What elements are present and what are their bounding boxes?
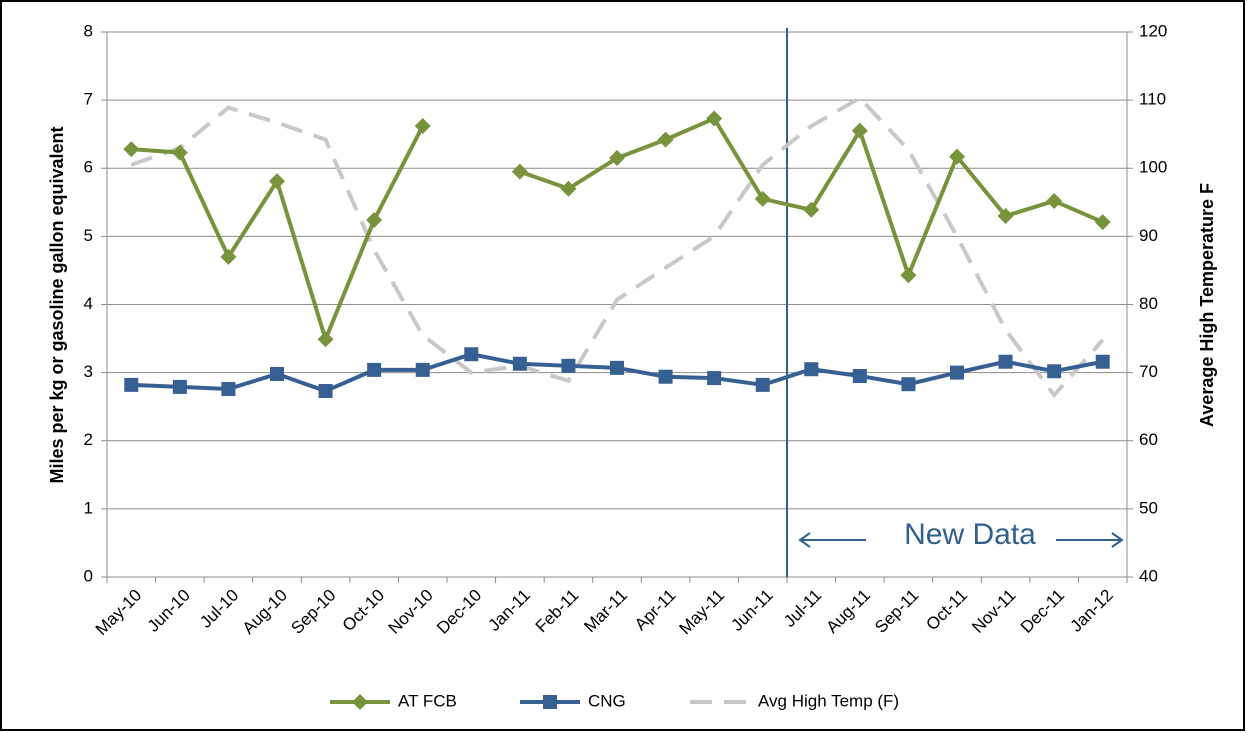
legend-label: CNG bbox=[588, 691, 626, 710]
data-point bbox=[658, 369, 673, 384]
y-tick-label: 1 bbox=[84, 498, 93, 517]
data-point bbox=[124, 377, 139, 392]
data-point bbox=[610, 360, 624, 375]
y2-tick-label: 50 bbox=[1139, 498, 1158, 517]
legend-marker bbox=[543, 695, 557, 709]
arrow-head bbox=[798, 532, 811, 548]
data-point bbox=[852, 369, 867, 384]
data-point bbox=[367, 362, 382, 377]
data-point bbox=[949, 148, 965, 165]
data-point bbox=[172, 379, 187, 394]
data-point bbox=[123, 141, 140, 158]
data-point bbox=[464, 347, 479, 362]
y2-tick-label: 70 bbox=[1139, 362, 1158, 381]
data-point bbox=[804, 362, 819, 377]
legend-label: AT FCB bbox=[398, 691, 457, 710]
y2-tick-label: 90 bbox=[1139, 226, 1158, 245]
data-point bbox=[415, 362, 430, 377]
data-point bbox=[706, 110, 723, 127]
data-point bbox=[900, 267, 917, 284]
data-point bbox=[171, 144, 188, 161]
legend-label: Avg High Temp (F) bbox=[758, 691, 899, 710]
y2-tick-label: 80 bbox=[1139, 294, 1158, 313]
data-point bbox=[950, 365, 964, 380]
data-point bbox=[1095, 354, 1110, 369]
y-tick-label: 6 bbox=[84, 158, 93, 177]
y-tick-label: 4 bbox=[84, 294, 93, 313]
data-point bbox=[269, 173, 285, 190]
data-point bbox=[512, 356, 527, 371]
data-point bbox=[561, 358, 576, 373]
data-point bbox=[754, 190, 771, 207]
data-point bbox=[318, 384, 333, 399]
data-point bbox=[901, 377, 916, 392]
data-point bbox=[851, 122, 868, 139]
data-point bbox=[997, 207, 1014, 224]
data-point bbox=[317, 331, 334, 348]
series-line bbox=[130, 95, 1105, 399]
data-point bbox=[1094, 214, 1111, 231]
y-tick-label: 2 bbox=[84, 430, 93, 449]
y-axis-title: Miles per kg or gasoline gallon equivale… bbox=[47, 126, 67, 483]
data-point bbox=[657, 131, 674, 148]
data-point bbox=[511, 163, 528, 180]
data-point bbox=[220, 248, 237, 265]
y2-tick-label: 40 bbox=[1139, 566, 1158, 585]
data-point bbox=[560, 180, 577, 197]
y2-tick-label: 120 bbox=[1139, 21, 1167, 40]
y-tick-label: 8 bbox=[84, 21, 93, 40]
data-point bbox=[221, 381, 236, 396]
y2-tick-label: 110 bbox=[1139, 90, 1166, 109]
data-point bbox=[414, 118, 431, 135]
data-point bbox=[366, 212, 383, 229]
y-tick-label: 7 bbox=[84, 90, 93, 109]
data-point bbox=[609, 150, 625, 167]
data-point bbox=[755, 377, 770, 392]
data-point bbox=[1046, 192, 1063, 209]
data-point bbox=[1047, 364, 1062, 379]
y2-axis-title: Average High Temperature F bbox=[1197, 183, 1217, 427]
data-point bbox=[707, 371, 722, 386]
y-tick-label: 5 bbox=[84, 226, 93, 245]
annotation: New Data bbox=[798, 518, 1124, 551]
y-tick-label: 0 bbox=[84, 566, 93, 585]
data-point bbox=[803, 201, 820, 218]
legend-marker bbox=[352, 694, 368, 710]
y2-tick-label: 60 bbox=[1139, 430, 1158, 449]
data-point bbox=[270, 366, 284, 381]
y-tick-label: 3 bbox=[84, 362, 93, 381]
annotation-text: New Data bbox=[904, 518, 1036, 551]
y2-tick-label: 100 bbox=[1139, 158, 1167, 177]
data-point bbox=[998, 354, 1013, 369]
arrow-head bbox=[1111, 532, 1124, 548]
